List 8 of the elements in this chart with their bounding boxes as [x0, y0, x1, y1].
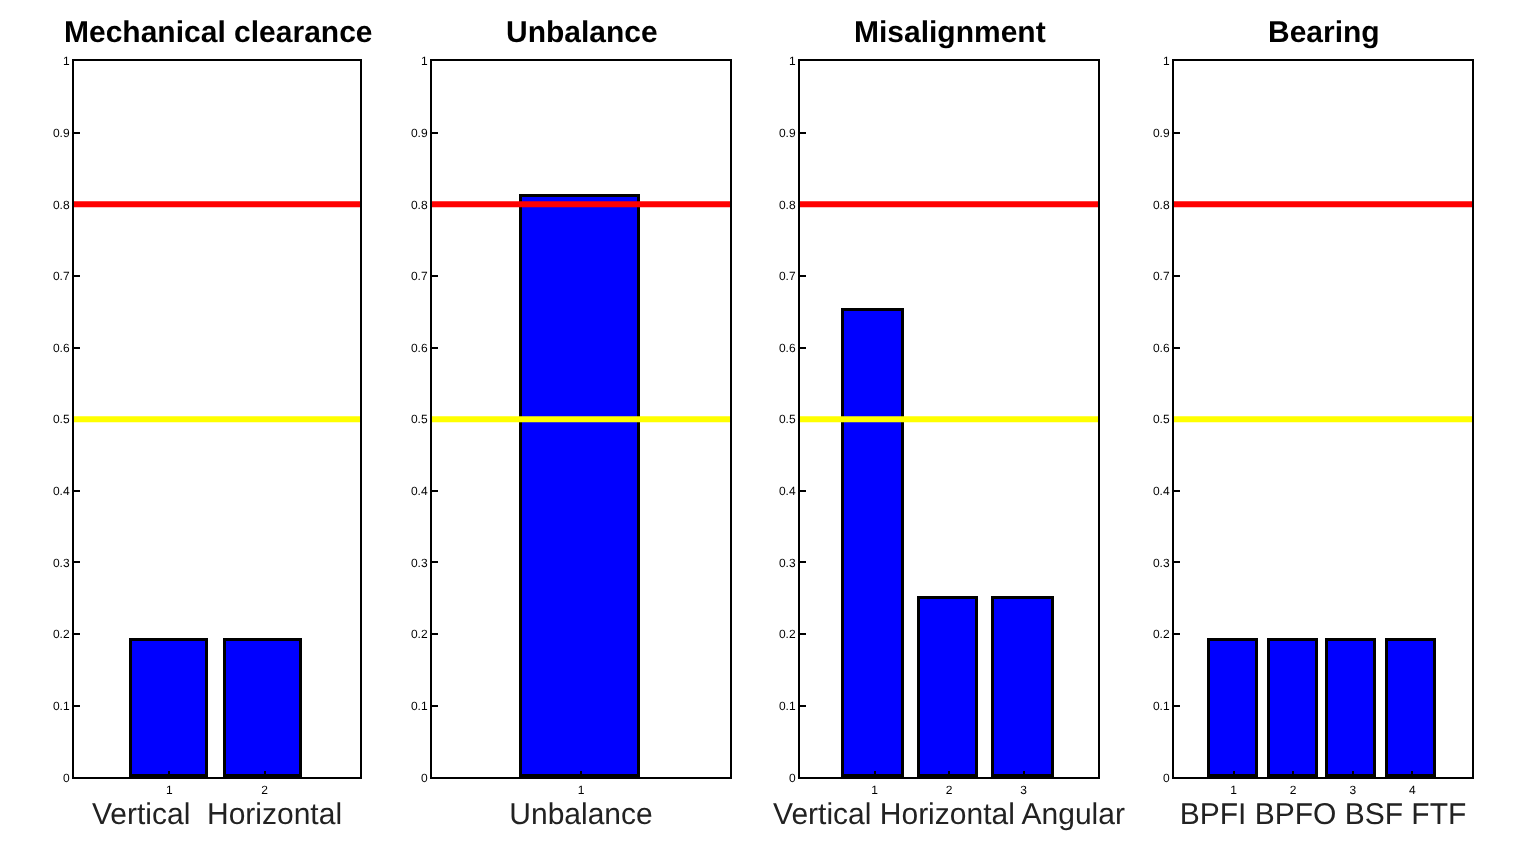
chart-title: Misalignment [854, 16, 1046, 50]
x-axis-title: Vertical Horizontal Angular [773, 797, 1125, 832]
chart-title: Unbalance [506, 16, 658, 50]
x-axis-title: Vertical Horizontal [91, 797, 343, 832]
chart-title: Mechanical clearance [64, 16, 373, 50]
x-axis-title: BPFI BPFO BSF FTF [1179, 797, 1467, 832]
chart-title: Bearing [1268, 16, 1380, 50]
x-axis-title: Unbalance [509, 797, 653, 832]
